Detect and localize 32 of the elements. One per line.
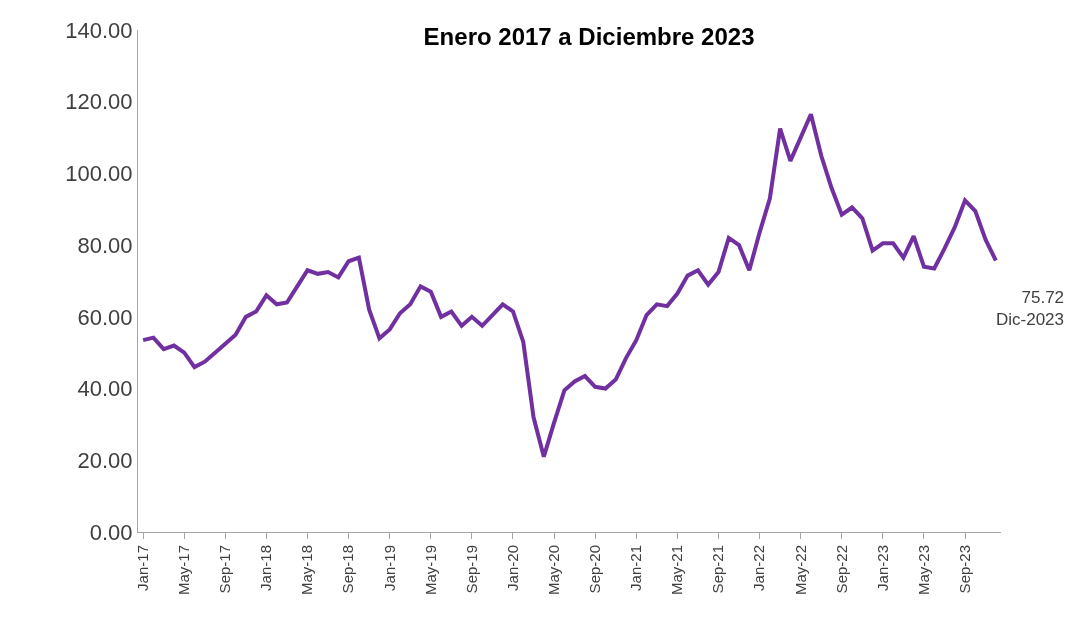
x-tick-label: Sep-23 [955,545,973,594]
x-tick-label: May-21 [668,545,686,596]
line-series [141,112,998,459]
y-tick-label: 140.00 [65,17,133,43]
x-tick-label: May-18 [298,545,316,596]
x-tick-label: Jan-18 [257,545,275,591]
x-tick-label: Sep-17 [216,545,234,594]
x-tick-label: May-17 [175,545,193,596]
x-tick-label: Sep-21 [709,545,727,594]
x-tick-label: Sep-19 [462,545,480,594]
x-tick-label: May-22 [791,545,809,596]
chart-title: Enero 2017 a Diciembre 2023 [423,22,755,50]
x-tick-label: May-19 [421,545,439,596]
y-tick-label: 100.00 [65,161,133,187]
y-tick-label: 120.00 [65,89,133,115]
x-tick-label: Sep-18 [339,545,357,594]
x-tick-label: Jan-19 [380,545,398,591]
y-tick-label: 80.00 [77,232,133,258]
x-tick-label: Jan-22 [750,545,768,591]
y-tick-label: 20.00 [77,447,133,473]
x-tick-label: Jan-17 [134,545,152,591]
x-tick-label: Sep-22 [832,545,850,594]
x-tick-label: May-23 [914,545,932,596]
y-tick-label: 40.00 [77,376,133,402]
annotation: 75.72 Dic-2023 [996,288,1065,330]
y-tick-label: 0.00 [89,519,133,545]
x-tick-label: Jan-20 [503,545,521,591]
x-tick-label: May-20 [544,545,562,596]
x-tick-label: Sep-20 [586,545,604,594]
y-tick-label: 60.00 [77,304,133,330]
x-tick-label: Jan-23 [873,545,891,591]
x-tick-label: Jan-21 [627,545,645,591]
